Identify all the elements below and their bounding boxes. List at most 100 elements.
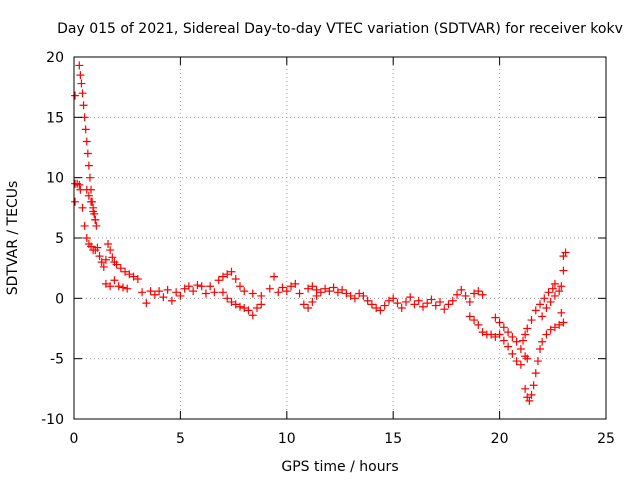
data-point bbox=[538, 312, 547, 321]
data-point bbox=[257, 300, 266, 309]
data-point bbox=[312, 285, 321, 294]
data-point bbox=[150, 290, 159, 299]
y-tick-label: -10 bbox=[41, 412, 64, 428]
data-point bbox=[487, 330, 496, 339]
data-point bbox=[338, 285, 347, 294]
data-point bbox=[508, 332, 517, 341]
data-point bbox=[108, 253, 117, 262]
data-point bbox=[78, 89, 87, 98]
data-point bbox=[550, 291, 559, 300]
data-point bbox=[84, 161, 93, 170]
data-point bbox=[231, 300, 240, 309]
data-point bbox=[118, 283, 127, 292]
data-point bbox=[287, 282, 296, 291]
data-point bbox=[474, 320, 483, 329]
data-point bbox=[133, 275, 142, 284]
data-point bbox=[270, 272, 279, 281]
data-point bbox=[75, 180, 84, 189]
data-point bbox=[376, 306, 385, 315]
chart-title: Day 015 of 2021, Sidereal Day-to-day VTE… bbox=[57, 21, 623, 37]
data-point bbox=[106, 246, 115, 255]
data-point bbox=[110, 276, 119, 285]
data-point bbox=[91, 215, 100, 224]
data-point bbox=[380, 301, 389, 310]
data-point bbox=[172, 288, 181, 297]
axis-ticks: 0 5 10 15 20 25 -10 -5 0 5 10 15 20 bbox=[41, 50, 615, 447]
data-point bbox=[431, 301, 440, 310]
data-point bbox=[142, 299, 151, 308]
y-tick-label: 20 bbox=[46, 50, 64, 66]
data-point bbox=[355, 289, 364, 298]
data-point bbox=[81, 125, 90, 134]
data-point bbox=[465, 312, 474, 321]
data-point bbox=[536, 345, 545, 354]
data-point bbox=[561, 248, 570, 257]
data-point bbox=[112, 260, 121, 269]
data-point bbox=[516, 360, 525, 369]
data-point bbox=[121, 267, 130, 276]
data-point bbox=[495, 318, 504, 327]
data-point bbox=[253, 303, 262, 312]
data-point bbox=[418, 302, 427, 311]
data-point bbox=[106, 282, 115, 291]
data-point bbox=[499, 336, 508, 345]
data-point bbox=[97, 258, 106, 267]
data-point bbox=[180, 284, 189, 293]
y-tick-label: 10 bbox=[46, 171, 64, 187]
data-point bbox=[350, 294, 359, 303]
data-point bbox=[189, 287, 198, 296]
data-point bbox=[78, 203, 87, 212]
y-tick-label: 0 bbox=[55, 291, 64, 307]
data-point bbox=[548, 284, 557, 293]
data-point bbox=[499, 323, 508, 332]
data-point bbox=[529, 381, 538, 390]
data-point bbox=[248, 311, 257, 320]
data-point bbox=[342, 289, 351, 298]
data-point bbox=[516, 345, 525, 354]
data-point bbox=[193, 281, 202, 290]
data-point bbox=[393, 299, 402, 308]
data-point bbox=[93, 243, 102, 252]
data-point bbox=[533, 357, 542, 366]
data-point bbox=[75, 61, 84, 70]
data-point bbox=[146, 287, 155, 296]
data-point bbox=[542, 330, 551, 339]
data-point bbox=[538, 337, 547, 346]
data-point bbox=[89, 207, 98, 216]
data-point bbox=[546, 297, 555, 306]
data-point bbox=[495, 330, 504, 339]
data-point bbox=[384, 296, 393, 305]
data-point bbox=[550, 279, 559, 288]
x-tick-label: 15 bbox=[384, 431, 402, 447]
data-point bbox=[201, 289, 210, 298]
data-point bbox=[367, 300, 376, 309]
data-point bbox=[465, 297, 474, 306]
data-point bbox=[521, 384, 530, 393]
data-point bbox=[282, 287, 291, 296]
data-point bbox=[508, 349, 517, 358]
data-point bbox=[512, 357, 521, 366]
data-point bbox=[363, 296, 372, 305]
data-point bbox=[474, 287, 483, 296]
data-point bbox=[359, 291, 368, 300]
data-point bbox=[525, 396, 534, 405]
x-tick-label: 10 bbox=[278, 431, 296, 447]
data-point bbox=[397, 303, 406, 312]
data-point bbox=[491, 313, 500, 322]
data-point bbox=[235, 282, 244, 291]
data-point bbox=[77, 79, 86, 88]
data-point bbox=[325, 287, 334, 296]
data-point bbox=[531, 369, 540, 378]
data-point bbox=[278, 283, 287, 292]
data-point bbox=[557, 282, 566, 291]
data-point bbox=[523, 354, 532, 363]
data-point bbox=[83, 149, 92, 158]
data-point bbox=[542, 303, 551, 312]
data-point bbox=[401, 297, 410, 306]
data-point bbox=[470, 316, 479, 325]
data-point bbox=[167, 296, 176, 305]
data-point bbox=[389, 294, 398, 303]
data-point bbox=[82, 185, 91, 194]
data-point bbox=[79, 101, 88, 110]
